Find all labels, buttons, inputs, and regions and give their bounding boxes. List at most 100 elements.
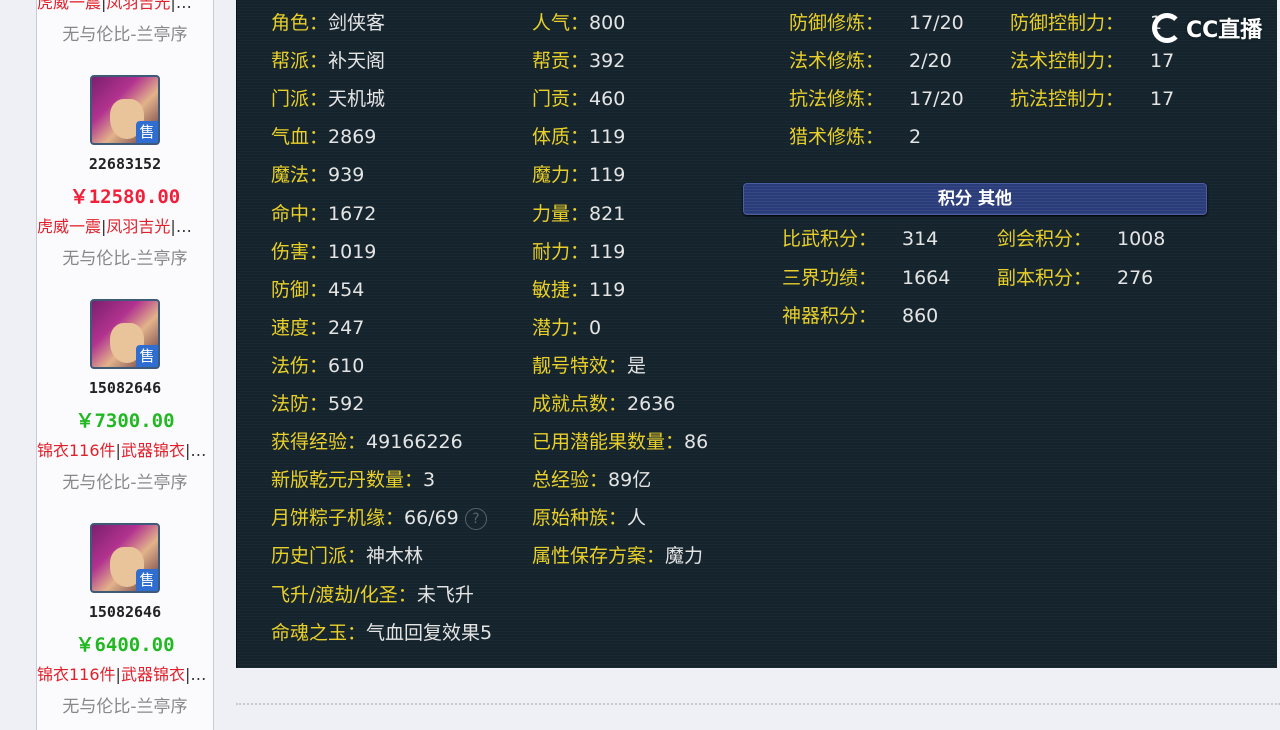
stat-row: 气血：2869	[271, 125, 376, 149]
stat-label: 魔力：	[532, 164, 590, 187]
stat-value: 119	[589, 278, 626, 301]
stat-label: 副本积分：	[997, 266, 1093, 289]
stat-label: 剑会积分：	[997, 228, 1093, 250]
stat-row: 敏捷：119	[532, 278, 625, 302]
watermark-logo: CC直播	[1152, 12, 1262, 44]
stat-value: 119	[589, 126, 626, 149]
stat-label: 新版乾元丹数量：	[271, 469, 424, 492]
listing-tags: 锦衣116件|武器锦衣|…	[37, 661, 213, 685]
listing-tag: 凤羽吉光	[106, 0, 171, 12]
stat-value: 3	[423, 469, 436, 492]
seller-name[interactable]: 无与伦比-兰亭序	[62, 473, 188, 493]
stat-value: 1664	[902, 266, 951, 289]
stat-label: 命魂之玉：	[271, 621, 367, 644]
seller-name[interactable]: 无与伦比-兰亭序	[62, 697, 188, 717]
tag-separator: |	[170, 217, 176, 236]
stat-label: 帮派：	[271, 50, 329, 73]
tag-separator: |	[101, 217, 107, 236]
character-detail-panel: 积分 其他 角色：剑侠客 帮派：补天阁 门派：天机城 气血：2869 魔法：939 命中：…	[236, 0, 1277, 668]
listing-tag: 虎威一震	[37, 217, 102, 236]
listing-id[interactable]: 22683152	[88, 155, 162, 173]
stat-label: 门派：	[271, 88, 329, 111]
stat-value: 392	[589, 50, 626, 73]
stat-row: 新版乾元丹数量：3	[271, 468, 435, 492]
section-header-points-other: 积分 其他	[743, 183, 1207, 215]
tag-separator: |	[101, 0, 107, 12]
stat-label: 获得经验：	[271, 431, 367, 454]
stat-value: 17	[1150, 88, 1175, 110]
stat-row: 伤害：1019	[271, 240, 376, 264]
cc-logo-icon	[1152, 13, 1182, 43]
stat-label: 属性保存方案：	[532, 545, 666, 568]
stat-label: 已用潜能果数量：	[532, 431, 685, 454]
stat-label: 命中：	[271, 202, 329, 225]
stat-label: 法术控制力：	[1010, 50, 1125, 72]
stat-label: 防御修炼：	[789, 12, 885, 34]
stat-label: 抗法控制力：	[1010, 88, 1125, 110]
stat-label: 抗法修炼：	[789, 88, 885, 110]
listing-tag: 凤羽吉光	[106, 217, 171, 236]
listing-price: ￥12580.00	[69, 186, 181, 208]
stat-value: 1672	[328, 202, 377, 225]
stat-value: 人	[627, 507, 647, 530]
stat-label: 三界功绩：	[782, 266, 878, 289]
more-tags: …	[190, 665, 207, 684]
stat-row: 已用潜能果数量：86	[532, 430, 708, 454]
sale-badge: 售	[136, 569, 158, 591]
stat-value: 454	[328, 278, 365, 301]
stat-label: 潜力：	[532, 316, 590, 339]
stat-label: 历史门派：	[271, 545, 367, 568]
stat-value: 1008	[1117, 228, 1166, 250]
stat-label: 帮贡：	[532, 50, 590, 73]
stat-value: 魔力	[665, 545, 704, 568]
stat-value: 610	[328, 354, 365, 377]
stat-label: 气血：	[271, 126, 329, 149]
stat-label: 原始种族：	[532, 507, 628, 530]
stat-value: 66/69	[404, 507, 459, 530]
tag-separator: |	[184, 441, 191, 460]
avatar[interactable]: 售	[90, 75, 160, 145]
stat-value: 剑侠客	[328, 12, 386, 34]
stat-value: 2	[909, 126, 922, 148]
stat-value: 821	[589, 202, 626, 225]
stat-label: 飞升/渡劫/化圣：	[271, 583, 417, 606]
stat-row: 防御：454	[271, 278, 364, 302]
stat-value: 天机城	[328, 88, 386, 111]
stat-value: 0	[589, 316, 602, 339]
stat-value: 89亿	[608, 469, 652, 492]
listing-tag: 武器锦衣	[120, 441, 185, 460]
stat-row: 帮派：补天阁	[271, 49, 385, 73]
help-icon[interactable]: ?	[464, 507, 487, 530]
stat-row: 帮贡：392	[532, 49, 625, 73]
more-tags: …	[175, 217, 192, 236]
stat-value: 2636	[627, 393, 676, 415]
listing-tags: 虎威一震|凤羽吉光|…	[37, 0, 213, 13]
seller-name[interactable]: 无与伦比-兰亭序	[62, 249, 188, 269]
stat-label: 敏捷：	[532, 278, 590, 301]
stat-row: 原始种族：人	[532, 506, 646, 530]
tag-separator: |	[115, 441, 121, 460]
avatar[interactable]: 售	[90, 523, 160, 593]
avatar[interactable]: 售	[90, 299, 160, 369]
stat-value: 86	[684, 431, 709, 454]
stat-row: 体质：119	[532, 125, 625, 149]
tag-separator: |	[115, 665, 121, 684]
listing-id[interactable]: 15082646	[88, 603, 162, 621]
divider	[236, 703, 1280, 705]
stat-label: 靓号特效：	[532, 354, 628, 377]
stat-label: 法防：	[271, 393, 329, 415]
stat-value: 2/20	[909, 50, 952, 72]
stat-row: 属性保存方案：魔力	[532, 544, 703, 568]
stat-label: 角色：	[271, 12, 329, 34]
more-tags: …	[190, 441, 207, 460]
stat-row: 法防：592	[271, 392, 364, 416]
listing-id[interactable]: 15082646	[88, 379, 162, 397]
listing-tag: 武器锦衣	[120, 665, 185, 684]
listing-price: ￥6400.00	[75, 634, 175, 656]
seller-name[interactable]: 无与伦比-兰亭序	[62, 25, 188, 45]
watermark-text: CC直播	[1186, 18, 1263, 43]
stat-label: 耐力：	[532, 240, 590, 263]
listing-tags: 锦衣116件|武器锦衣|…	[37, 437, 213, 461]
stat-row: 潜力：0	[532, 316, 601, 340]
stat-row: 力量：821	[532, 202, 625, 226]
